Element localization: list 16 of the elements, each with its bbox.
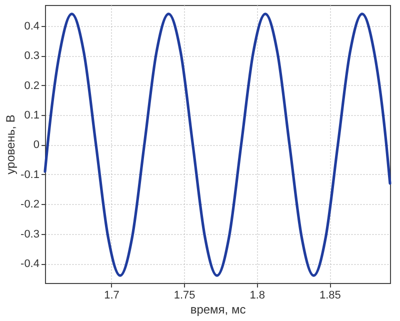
x-tick-label: 1.7 bbox=[104, 290, 120, 302]
y-tick-label: 0.2 bbox=[24, 80, 40, 92]
y-tick-label: 0.4 bbox=[24, 20, 40, 32]
y-tick-label: -0.1 bbox=[20, 168, 40, 181]
y-tick-label: 0 bbox=[33, 139, 40, 152]
x-tick-label: 1.75 bbox=[174, 290, 196, 302]
x-tick-label: 1.8 bbox=[250, 290, 266, 302]
y-tick-label: 0.1 bbox=[24, 110, 40, 122]
y-axis-title: уровень, В bbox=[4, 114, 18, 174]
y-tick-label: -0.3 bbox=[20, 228, 40, 240]
y-tick-label: 0.3 bbox=[24, 50, 40, 62]
x-axis-title: время, мс bbox=[190, 302, 246, 316]
y-tick-label: -0.2 bbox=[20, 198, 40, 211]
y-tick-label: -0.4 bbox=[20, 258, 40, 270]
line-series bbox=[44, 12, 392, 277]
x-tick-label: 1.85 bbox=[320, 290, 341, 302]
